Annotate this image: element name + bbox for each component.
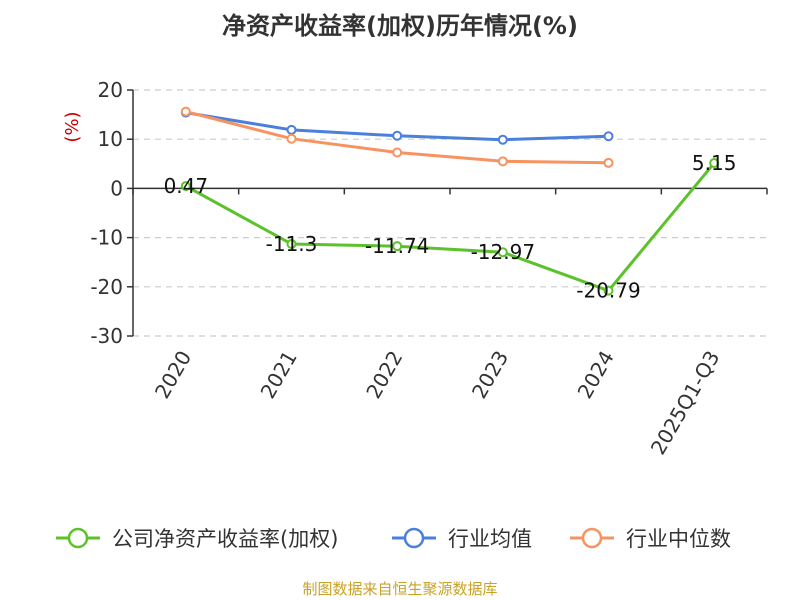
x-tick-label: 2020 (150, 347, 196, 403)
x-tick-label: 2022 (361, 347, 407, 403)
legend: 公司净资产收益率(加权) 行业均值 行业中位数 (56, 527, 731, 551)
legend-label: 行业中位数 (626, 527, 731, 551)
data-label: -12.97 (471, 240, 535, 264)
data-point (180, 181, 191, 192)
data-point (286, 238, 297, 249)
series-line (185, 162, 716, 293)
data-point (603, 131, 614, 142)
x-tick-label: 2025Q1-Q3 (646, 347, 725, 459)
data-labels: 0.47 -11.3 -11.74 -12.97 -20.79 5.15 (164, 151, 737, 303)
x-tick-label: 2024 (573, 347, 619, 403)
legend-marker (67, 527, 89, 549)
legend-marker (581, 527, 603, 549)
x-tick-label: 2023 (467, 347, 513, 403)
data-point (392, 147, 403, 158)
data-point (497, 134, 508, 145)
legend-label: 公司净资产收益率(加权) (112, 527, 338, 551)
chart-title: 净资产收益率(加权)历年情况(%) (222, 12, 578, 40)
data-label: 0.47 (164, 174, 209, 198)
x-tick-label: 2021 (256, 347, 302, 403)
y-tick-label: 10 (98, 127, 123, 151)
source-note: 制图数据来自恒生聚源数据库 (302, 580, 498, 598)
y-tick-label: -30 (90, 324, 123, 348)
legend-marker (403, 527, 425, 549)
data-label: -11.3 (266, 232, 318, 256)
data-point (286, 133, 297, 144)
data-point (497, 247, 508, 258)
data-point (497, 156, 508, 167)
series-lines (180, 106, 720, 296)
data-point (392, 241, 403, 252)
data-point (603, 157, 614, 168)
y-tick-label: 0 (110, 176, 123, 200)
y-tick-label: -20 (90, 275, 123, 299)
data-point (709, 158, 720, 169)
grid-lines (133, 89, 767, 337)
data-point (603, 285, 614, 296)
y-tick-label: -10 (90, 226, 123, 250)
legend-label: 行业均值 (448, 527, 532, 551)
y-axis-label: (%) (62, 111, 83, 142)
data-label: 5.15 (692, 151, 737, 175)
data-label: -11.74 (365, 234, 429, 258)
data-point (286, 124, 297, 135)
data-point (392, 130, 403, 141)
y-tick-label: 20 (98, 78, 123, 102)
data-point (180, 106, 191, 117)
data-label: -20.79 (576, 279, 640, 303)
